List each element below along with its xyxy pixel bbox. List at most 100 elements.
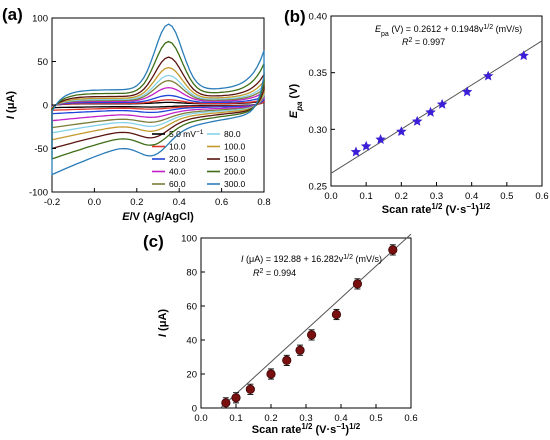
panel-b-ytick-label: 0.40 — [309, 12, 328, 23]
panel-b-eq-sup: 1/2 — [483, 24, 493, 31]
panel-b-fit-line — [330, 40, 543, 174]
panel-a-xtick-label: 0.6 — [215, 197, 228, 208]
panel-c-point — [352, 279, 363, 289]
panel-b-eq-sub: pa — [381, 31, 389, 38]
panel-a-ytick-label: -50 — [34, 144, 48, 155]
legend-label: 40.0 — [169, 167, 186, 177]
panel-b-equation: Epa (V) = 0.2612 + 0.1948v1/2 (mV/s) — [375, 24, 522, 38]
cv-curve-4 — [51, 79, 265, 129]
panel-a-ytick-label: -100 — [29, 188, 48, 199]
panel-b-ticks: 0.0 0.1 0.2 0.3 0.4 0.5 0.6 0.40 0.35 0.30 0.25 — [309, 12, 549, 203]
panel-a-label: (a) — [2, 5, 23, 24]
panel-b-eq-text: (V) = 0.2612 + 0.1948v — [389, 24, 484, 34]
cv-curve-1 — [51, 98, 265, 111]
panel-a-xtick-label: 0.4 — [173, 197, 186, 208]
panel-b-xtick-label: 0.0 — [324, 191, 337, 202]
panel-b-xtick-label: 0.4 — [465, 191, 478, 202]
legend-label: 300.0 — [224, 179, 246, 189]
legend-label: 10.0 — [169, 142, 186, 152]
panel-b-eq-var: E — [375, 24, 382, 34]
panel-a-xlabel-rest: /V (Ag/AgCl) — [130, 211, 194, 223]
panel-c-r2: R2 = 0.994 — [253, 268, 296, 279]
panel-c-point — [245, 384, 255, 394]
panel-b-xtick-label: 0.5 — [500, 191, 513, 202]
panel-c-r2-value: = 0.994 — [263, 268, 296, 278]
panel-a: (a) -0.2 0.0 0.2 0.4 0.6 0.8 100 50 0 -50 -100 5.0… — [2, 5, 271, 223]
panel-a-ylabel-unit: (μA) — [5, 91, 17, 116]
panel-a-ytick-label: 100 — [32, 14, 48, 25]
panel-a-legend: 5.0 mV−1 10.0 20.0 40.0 60.0 80.0 100.0 150.0 20… — [152, 129, 246, 189]
panel-c-point — [266, 369, 276, 379]
panel-b-ytick-label: 0.25 — [309, 182, 328, 193]
cv-curve-7 — [51, 56, 265, 150]
panel-a-curves — [51, 23, 265, 176]
panel-c-ylabel: I (μA) — [157, 309, 169, 337]
panel-a-xtick-label: 0.2 — [130, 197, 143, 208]
panel-b-r2-value: = 0.997 — [412, 37, 445, 47]
panel-b-point — [411, 115, 423, 126]
panel-c-xtick-label: 0.6 — [404, 413, 417, 424]
panel-a-ticks: -0.2 0.0 0.2 0.4 0.6 0.8 100 50 0 -50 -100 — [29, 14, 271, 209]
panel-a-ytick-label: 50 — [37, 57, 48, 68]
panel-a-xtick-label: -0.2 — [44, 197, 60, 208]
panel-b-ylabel: Epa (V) — [288, 83, 304, 118]
panel-c-xtick-label: 0.4 — [334, 413, 347, 424]
cv-curve-3 — [51, 86, 265, 122]
cv-curve-8 — [51, 40, 265, 160]
panel-b-eq-unit: (mV/s) — [493, 24, 522, 34]
panel-c-ytick-label: 80 — [186, 268, 197, 279]
cv-curve-2 — [51, 94, 265, 115]
legend-label: 60.0 — [169, 179, 186, 189]
panel-b-xtick-label: 0.6 — [535, 191, 548, 202]
panel-c-xtick-label: 0.2 — [264, 413, 277, 424]
panel-a-xlabel-var: E — [122, 211, 130, 223]
panel-a-ylabel-var: I — [5, 115, 17, 119]
panel-b: (b) 0.0 0.1 0.2 0.3 0.4 0.5 0.6 0.40 0.35 0.30 0.2… — [284, 7, 549, 216]
panel-a-xtick-label: 0.8 — [257, 197, 270, 208]
panel-c-xlabel: Scan rate1/2 (V·s−1)1/2 — [252, 422, 361, 437]
panel-c-label: (c) — [143, 232, 164, 251]
panel-b-xtick-label: 0.2 — [395, 191, 408, 202]
panel-c-fit-line — [219, 233, 412, 409]
panel-c-point — [306, 330, 317, 340]
panel-b-point — [518, 50, 529, 61]
panel-a-xlabel: E/V (Ag/AgCl) — [122, 211, 194, 223]
panel-b-point — [396, 126, 407, 136]
legend-label: 5.0 mV−1 — [169, 129, 204, 140]
panel-b-point — [375, 134, 386, 144]
panel-b-point — [436, 98, 448, 109]
panel-b-point — [425, 106, 436, 117]
panel-c-point — [231, 393, 241, 403]
panel-c-ytick-label: 20 — [186, 370, 197, 381]
panel-c-ytick-label: 40 — [186, 336, 197, 347]
panel-c-ytick-label: 100 — [181, 234, 197, 245]
panel-c-point — [388, 245, 398, 255]
cv-curve-6 — [51, 66, 265, 141]
legend-label: 150.0 — [224, 154, 246, 164]
panel-a-xtick-label: 0.0 — [88, 197, 101, 208]
panel-c-point — [282, 355, 292, 365]
legend-label: 20.0 — [169, 154, 186, 164]
panel-b-plot — [330, 40, 543, 174]
panel-c-ytick-label: 60 — [186, 302, 197, 313]
panel-a-ylabel: I (μA) — [5, 91, 17, 119]
cv-curve-9 — [51, 23, 265, 176]
panel-c: (c) 0.0 0.1 0.2 0.3 0.4 0.5 0.6 100 80 60 40 20 0 I … — [143, 232, 418, 436]
panel-c-xtick-label: 0.5 — [369, 413, 382, 424]
panel-b-label: (b) — [284, 7, 306, 26]
panel-b-xtick-label: 0.3 — [430, 191, 443, 202]
panel-c-point — [295, 345, 305, 355]
panel-b-ytick-label: 0.30 — [309, 125, 328, 136]
panel-c-xtick-label: 0.1 — [229, 413, 242, 424]
panel-c-xtick-label: 0.3 — [299, 413, 312, 424]
legend-label: 100.0 — [224, 142, 246, 152]
panel-c-ticks: 0.0 0.1 0.2 0.3 0.4 0.5 0.6 100 80 60 40 20 0 — [181, 234, 417, 425]
panel-c-xtick-label: 0.0 — [194, 413, 207, 424]
panel-c-ytick-label: 0 — [192, 404, 197, 415]
panel-c-point — [221, 398, 231, 408]
panel-b-ytick-label: 0.35 — [309, 68, 328, 79]
panel-b-point — [360, 140, 372, 151]
panel-b-xlabel: Scan rate1/2 (V·s−1)1/2 — [382, 202, 491, 217]
panel-b-point — [483, 70, 494, 81]
